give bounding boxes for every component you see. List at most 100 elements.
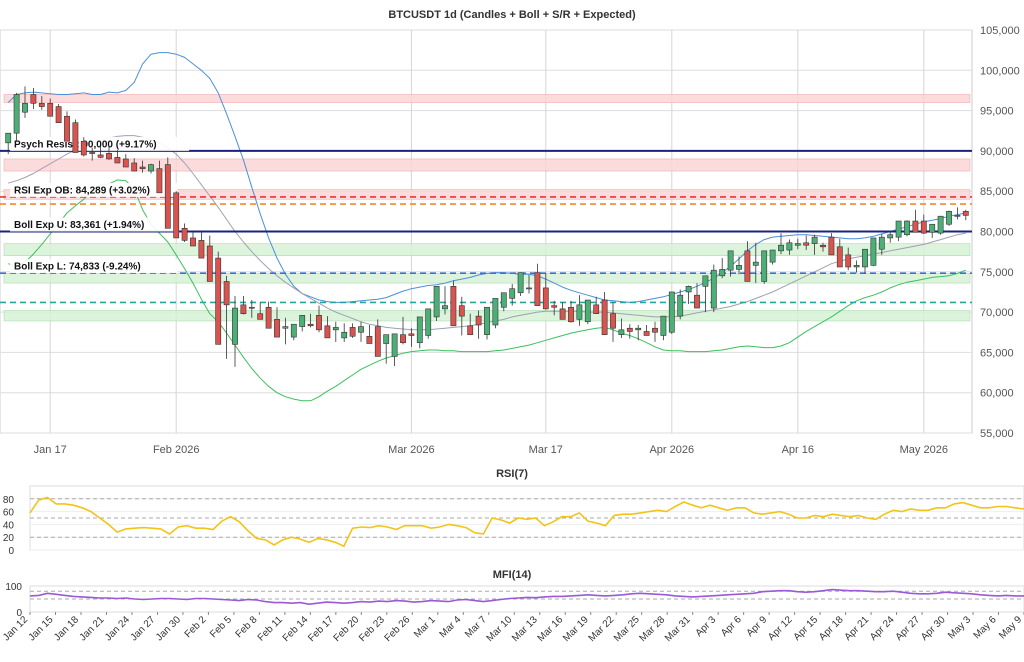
candle	[904, 220, 910, 237]
mfi-x-tick-label: Mar 22	[587, 614, 617, 644]
candle	[878, 233, 885, 255]
candle-body	[576, 304, 583, 320]
rsi-tick-label: 0	[8, 546, 14, 557]
candle-body	[89, 152, 96, 154]
candle	[215, 251, 222, 345]
mfi-x-tick-label: Feb 2	[183, 614, 209, 640]
candle	[72, 119, 79, 153]
expected-level-label-bg	[10, 182, 178, 197]
candle	[685, 285, 692, 305]
candle-body	[97, 154, 104, 158]
mfi-x-tick-label: Apr 24	[868, 614, 897, 643]
candle-body	[542, 287, 549, 310]
candle	[946, 210, 952, 226]
candle	[358, 321, 364, 342]
mfi-panel-title: MFI(14)	[493, 569, 532, 581]
candle	[517, 272, 524, 296]
candle	[962, 209, 969, 221]
mfi-x-tick-label: Apr 30	[919, 614, 948, 643]
price-tick-label: 60,000	[980, 388, 1014, 400]
candle	[710, 264, 717, 313]
candle-body	[232, 307, 238, 345]
candle	[862, 248, 868, 274]
candle-body	[618, 329, 625, 335]
rsi-tick-label: 80	[3, 495, 15, 506]
candle-body	[442, 305, 448, 310]
candle-body	[64, 115, 70, 142]
candle-body	[190, 237, 196, 247]
candle-body	[139, 166, 146, 169]
candle-body	[400, 334, 406, 344]
candle	[47, 98, 54, 117]
candle-body	[416, 316, 423, 344]
candle-body	[148, 164, 154, 172]
candle	[593, 296, 600, 315]
date-tick-label: Apr 2026	[649, 444, 694, 456]
candle	[736, 256, 742, 275]
candle-body	[408, 333, 415, 336]
candle	[719, 258, 726, 279]
candle-body	[114, 157, 121, 164]
expected-level-annotation: RSI Exp OB: 84,289 (+3.02%)	[10, 182, 178, 197]
candle-body	[929, 223, 936, 233]
mfi-x-tick-label: Feb 11	[256, 614, 286, 644]
candle-body	[215, 257, 222, 345]
candle-body	[484, 306, 490, 335]
candle-body	[912, 220, 919, 233]
candle-body	[794, 243, 801, 246]
candle-body	[324, 325, 331, 339]
candle-body	[710, 269, 717, 309]
candle	[274, 307, 280, 338]
candle-body	[895, 220, 902, 238]
main-chart-title: BTCUSDT 1d (Candles + Boll + S/R + Expec…	[388, 9, 636, 21]
candle	[30, 88, 37, 109]
price-tick-label: 100,000	[980, 65, 1020, 77]
candle	[794, 238, 801, 250]
candle	[148, 163, 154, 174]
candle-body	[458, 305, 465, 317]
candle-body	[72, 122, 79, 153]
candle-body	[694, 294, 700, 309]
candle	[400, 316, 406, 345]
mfi-x-tick-label: Apr 12	[766, 614, 795, 643]
candle-body	[526, 287, 532, 290]
candle-body	[601, 299, 608, 335]
mfi-x-tick-label: Feb 17	[306, 614, 336, 644]
candle-body	[593, 304, 600, 315]
mfi-tick-label: 0	[16, 608, 22, 619]
candle-body	[551, 305, 558, 308]
candle	[374, 319, 381, 357]
rsi-tick-label: 40	[3, 520, 15, 531]
candle	[89, 147, 96, 161]
candle-body	[425, 308, 432, 336]
candle-body	[358, 326, 364, 333]
candle-body	[668, 291, 675, 333]
candle-body	[962, 211, 969, 216]
candle-body	[509, 288, 516, 299]
candle-body	[206, 245, 213, 282]
candle-body	[677, 294, 684, 317]
candle-body	[500, 292, 507, 308]
candle	[752, 242, 759, 284]
candle	[307, 313, 314, 328]
expected-level-label: Boll Exp U: 83,361 (+1.94%)	[14, 220, 144, 231]
candle-body	[887, 234, 894, 239]
candle	[467, 313, 474, 335]
candle-body	[870, 237, 877, 266]
bollinger-lower-line	[8, 179, 966, 402]
candle	[22, 86, 28, 118]
candle	[542, 273, 549, 310]
candle	[853, 260, 860, 273]
candle	[920, 214, 927, 234]
mfi-x-tick-label: Mar 25	[612, 614, 642, 644]
candle-body	[106, 153, 112, 160]
candle-body	[610, 313, 616, 329]
candle	[190, 231, 196, 247]
candle-body	[769, 249, 776, 263]
candle-body	[828, 236, 835, 256]
candle-body	[954, 215, 961, 217]
date-tick-label: Mar 17	[529, 444, 563, 456]
candle	[458, 296, 465, 336]
